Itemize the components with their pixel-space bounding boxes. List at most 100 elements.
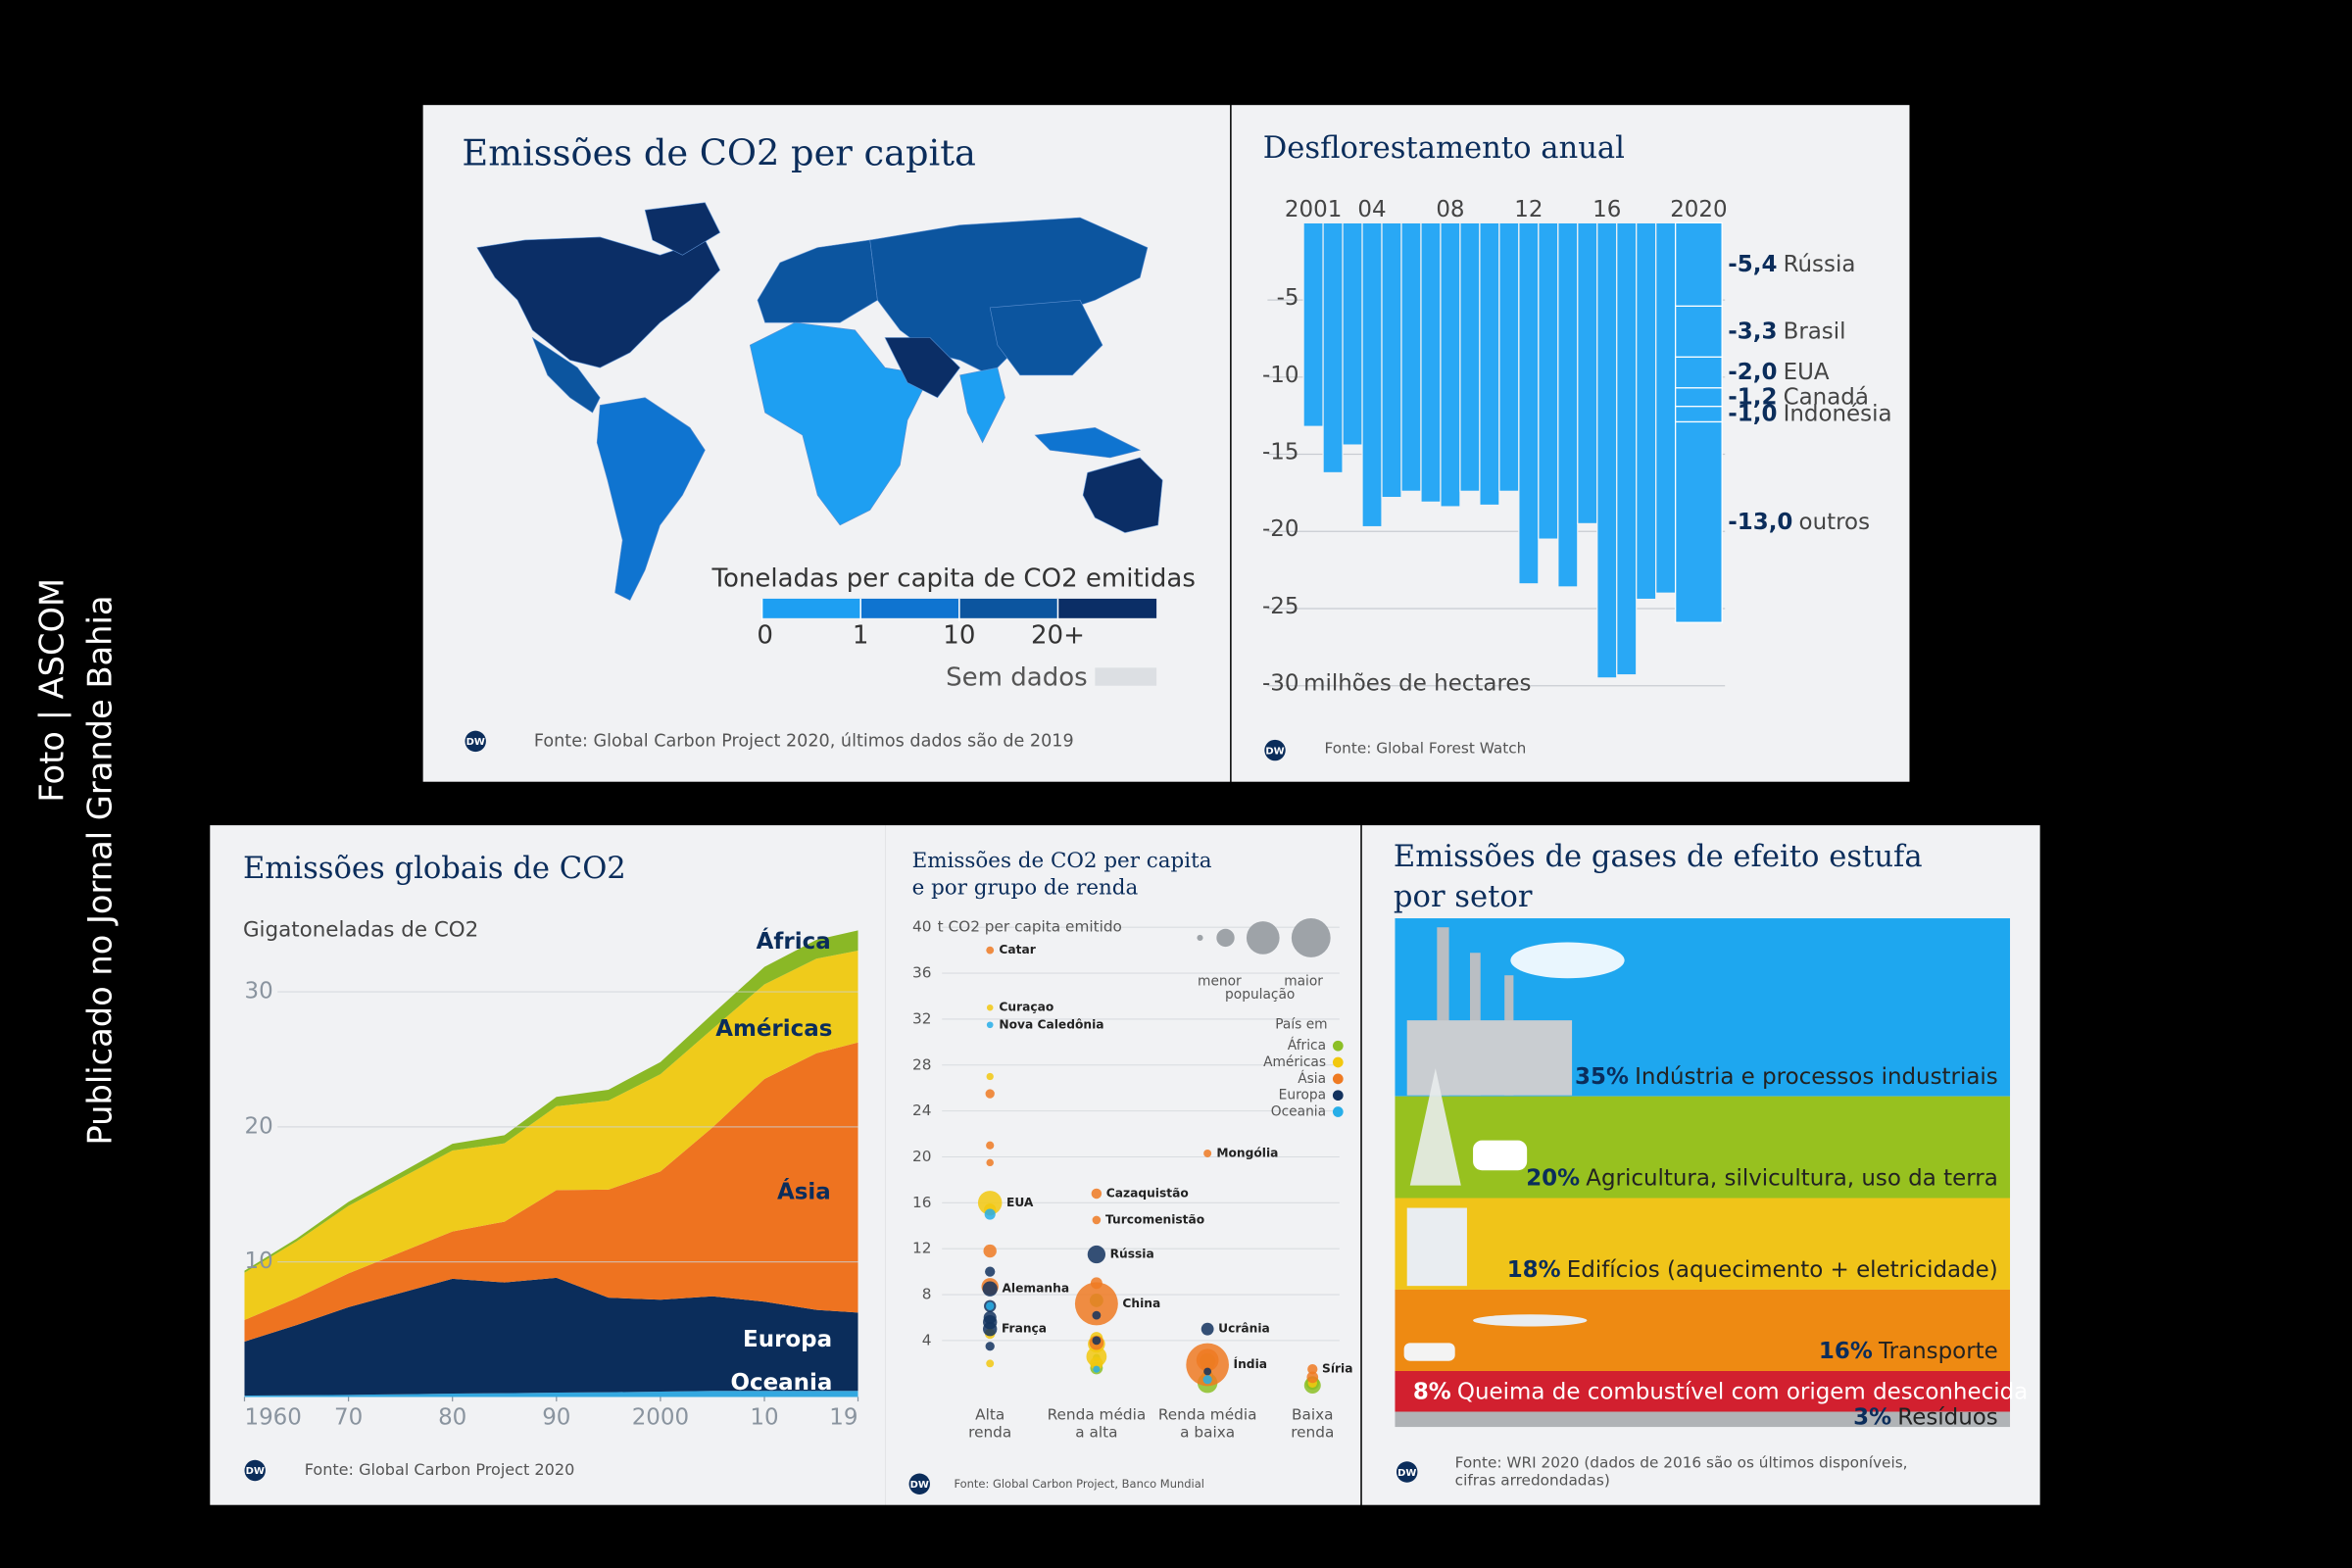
point bbox=[985, 1342, 995, 1351]
bar bbox=[1498, 221, 1520, 492]
point bbox=[1087, 1245, 1106, 1264]
legend-label: Ásia bbox=[1298, 1069, 1326, 1087]
point bbox=[1092, 1215, 1102, 1225]
sector-name: Queima de combustível com origem desconh… bbox=[1457, 1379, 2028, 1404]
source: Fonte: Global Carbon Project 2020, últim… bbox=[534, 731, 1074, 751]
legend-swatch bbox=[1057, 598, 1157, 618]
breakdown-segment bbox=[1675, 305, 1723, 358]
area bbox=[244, 1042, 858, 1342]
chart-title: Desflorestamento anual bbox=[1263, 131, 1625, 166]
legend-tick-label: 1 bbox=[853, 621, 869, 651]
logo-text: DW bbox=[246, 1466, 265, 1477]
bar bbox=[1596, 221, 1618, 679]
point bbox=[1196, 1348, 1219, 1372]
point bbox=[982, 1281, 998, 1297]
point bbox=[986, 946, 995, 955]
sector-label: 3% Resíduos bbox=[1853, 1404, 1998, 1430]
sector-bar bbox=[1395, 1370, 2011, 1412]
point bbox=[986, 1301, 995, 1310]
point bbox=[984, 1208, 996, 1220]
bar bbox=[1440, 221, 1461, 508]
sector-label: 8% Queima de combustível com origem desco… bbox=[1413, 1379, 2028, 1404]
y-tick-label: 20 bbox=[912, 1148, 931, 1165]
size-legend-label: menor bbox=[1198, 973, 1242, 989]
sector-value: 20% bbox=[1526, 1165, 1580, 1191]
point bbox=[986, 1359, 995, 1368]
point bbox=[986, 1158, 994, 1167]
series-label: Europa bbox=[743, 1327, 832, 1352]
sector-label: 20% Agricultura, silvicultura, uso da ter… bbox=[1526, 1165, 1998, 1191]
area bbox=[244, 1277, 858, 1396]
map-region bbox=[476, 236, 721, 368]
y-tick-label: 20 bbox=[244, 1113, 272, 1139]
size-legend-label: maior bbox=[1284, 973, 1323, 989]
legend-title: País em bbox=[1275, 1017, 1327, 1033]
x-tick-label: 16 bbox=[1592, 197, 1621, 222]
cow bbox=[1473, 1140, 1528, 1171]
chart-title: Emissões globais de CO2 bbox=[243, 852, 626, 886]
bar bbox=[1459, 221, 1481, 492]
building bbox=[1406, 1207, 1467, 1287]
point-label: França bbox=[1002, 1322, 1047, 1336]
logo bbox=[1264, 739, 1286, 761]
map-region bbox=[644, 202, 721, 256]
sector-name: Agricultura, silvicultura, uso da terra bbox=[1586, 1165, 1998, 1191]
bar bbox=[1420, 221, 1442, 503]
point bbox=[1203, 1367, 1212, 1376]
size-legend-label: população bbox=[1225, 987, 1295, 1003]
point bbox=[1200, 1322, 1214, 1336]
map-region bbox=[959, 367, 1005, 444]
point-label: Síria bbox=[1322, 1362, 1352, 1376]
sector-value: 16% bbox=[1819, 1339, 1873, 1364]
breakdown-label: -1,0 Indonésia bbox=[1728, 401, 1891, 426]
legend-swatch bbox=[958, 598, 1058, 618]
source: Fonte: WRI 2020 (dados de 2016 são os úl… bbox=[1455, 1453, 1908, 1471]
breakdown-value: -5,4 bbox=[1728, 251, 1777, 276]
chart-title: e por grupo de renda bbox=[912, 875, 1139, 900]
point bbox=[1306, 1371, 1319, 1384]
bar bbox=[1557, 221, 1579, 588]
legend-swatch bbox=[761, 598, 861, 618]
map-region bbox=[884, 337, 960, 399]
bar bbox=[1479, 221, 1500, 507]
sector-label: 16% Transporte bbox=[1819, 1339, 1998, 1364]
logo-text: DW bbox=[910, 1480, 929, 1491]
x-tick-label: 90 bbox=[542, 1404, 570, 1430]
source: cifras arredondadas) bbox=[1455, 1472, 1610, 1490]
y-tick-label: 12 bbox=[912, 1240, 931, 1257]
y-tick-label: -30 bbox=[1262, 671, 1298, 697]
y-tick-label: -15 bbox=[1262, 440, 1298, 466]
point bbox=[986, 1072, 994, 1081]
chart-title: Emissões de CO2 per capita bbox=[912, 849, 1212, 873]
x-tick-label: 12 bbox=[1514, 197, 1543, 222]
point bbox=[1202, 1375, 1212, 1385]
point-label: Rússia bbox=[1110, 1248, 1154, 1261]
smoke bbox=[1510, 942, 1625, 979]
factory bbox=[1406, 1020, 1573, 1096]
x-tick-label: a alta bbox=[1075, 1424, 1117, 1442]
legend-tick-label: 20+ bbox=[1031, 621, 1085, 651]
series-label: Américas bbox=[715, 1016, 832, 1042]
point-label: EUA bbox=[1006, 1196, 1034, 1209]
point-label: Índia bbox=[1234, 1356, 1267, 1371]
logo bbox=[1396, 1461, 1418, 1483]
point bbox=[986, 1141, 995, 1150]
sector-value: 3% bbox=[1853, 1404, 1891, 1430]
logo-text: DW bbox=[1265, 746, 1284, 757]
breakdown-name: EUA bbox=[1784, 360, 1830, 385]
legend-swatch bbox=[860, 598, 959, 618]
bar bbox=[1538, 221, 1559, 540]
sector-name: Transporte bbox=[1878, 1339, 1998, 1364]
source: Fonte: Global Carbon Project 2020 bbox=[305, 1460, 575, 1479]
x-tick-label: renda bbox=[1291, 1424, 1334, 1442]
x-tick-label: Renda média bbox=[1158, 1405, 1257, 1423]
x-tick-label: 2020 bbox=[1670, 197, 1727, 222]
breakdown-value: -1,0 bbox=[1728, 401, 1777, 426]
point bbox=[1090, 1356, 1103, 1370]
y-tick-label: 16 bbox=[912, 1194, 931, 1211]
point bbox=[983, 1244, 997, 1258]
logo-text: DW bbox=[1397, 1468, 1416, 1479]
point-label: China bbox=[1122, 1297, 1160, 1310]
legend-tick-label: 10 bbox=[943, 621, 975, 651]
area bbox=[244, 951, 858, 1320]
